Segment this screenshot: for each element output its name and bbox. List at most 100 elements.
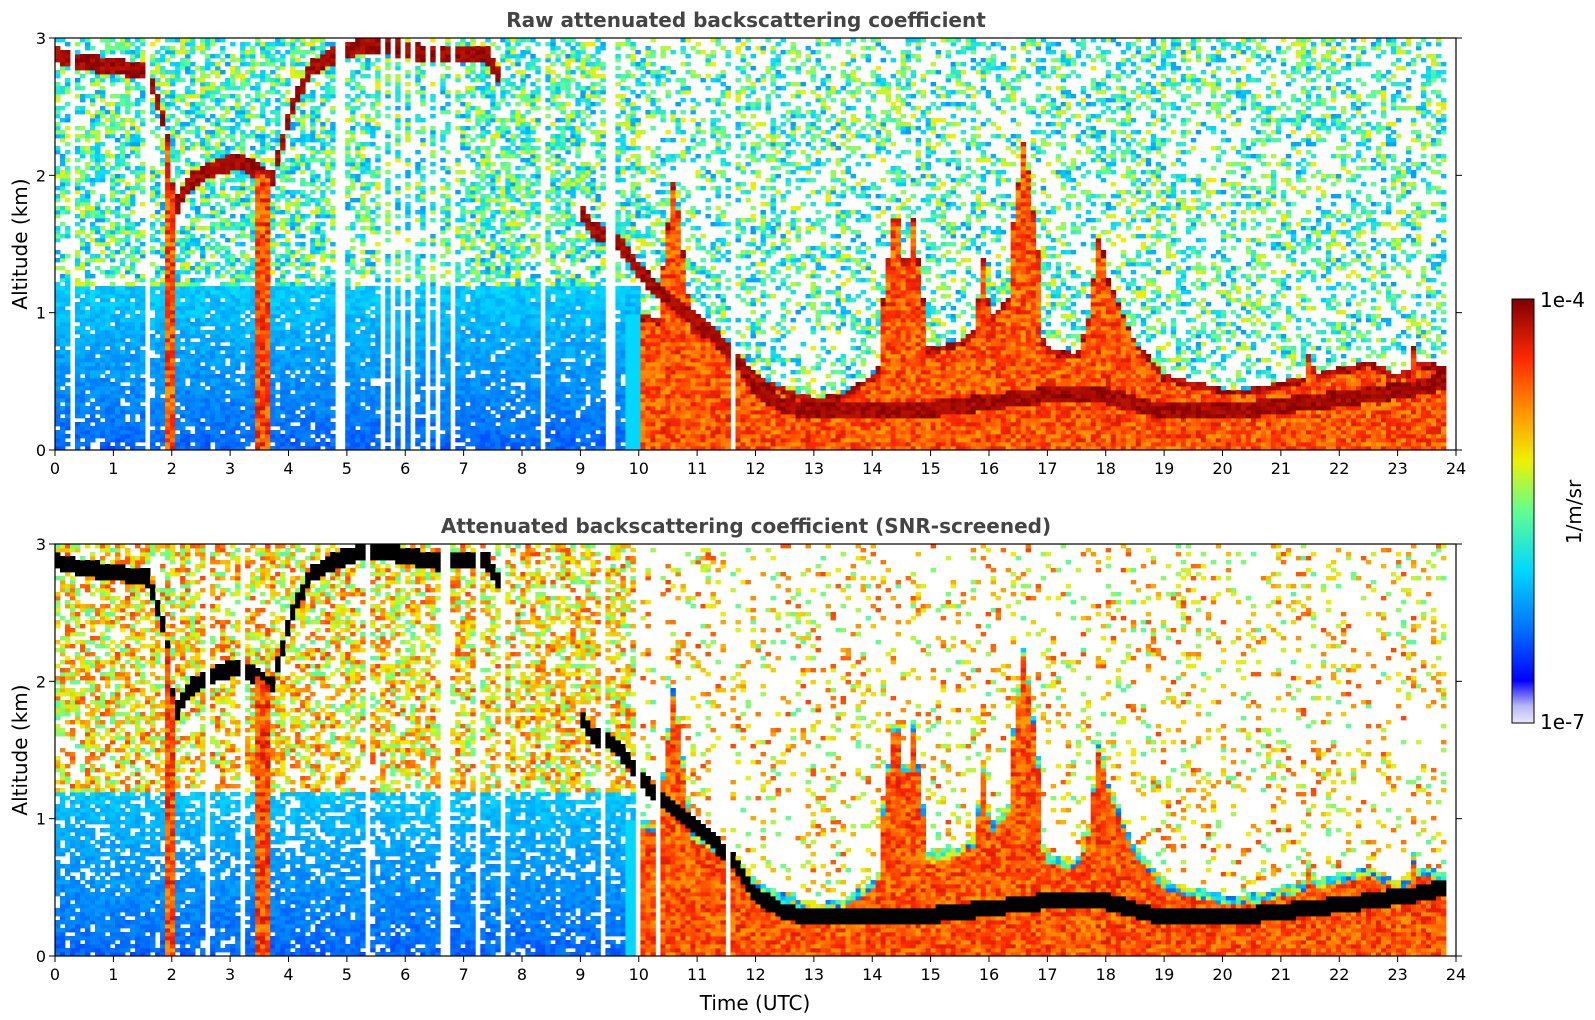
heatmap-cell xyxy=(210,362,216,367)
heatmap-cell xyxy=(260,46,266,51)
heatmap-cell xyxy=(150,370,156,375)
heatmap-cell xyxy=(280,370,286,375)
heatmap-cell xyxy=(315,290,321,295)
heatmap-cell xyxy=(250,130,256,135)
heatmap-cell xyxy=(420,118,426,123)
heatmap-cell xyxy=(75,438,81,443)
heatmap-cell xyxy=(320,350,326,355)
heatmap-cell xyxy=(120,62,126,67)
heatmap-cell xyxy=(285,218,291,223)
heatmap-cell xyxy=(60,418,66,423)
heatmap-cell xyxy=(360,394,366,399)
heatmap-cell xyxy=(60,422,66,427)
heatmap-cell xyxy=(405,58,411,63)
heatmap-cell xyxy=(85,434,91,439)
heatmap-cell xyxy=(420,426,426,431)
heatmap-cell xyxy=(95,350,101,355)
heatmap-cell xyxy=(305,342,311,347)
heatmap-cell xyxy=(310,314,316,319)
heatmap-cell xyxy=(210,90,216,95)
heatmap-cell xyxy=(265,122,271,127)
heatmap-cell xyxy=(285,262,291,267)
heatmap-cell xyxy=(205,418,211,423)
heatmap-cell xyxy=(210,226,216,231)
heatmap-cell xyxy=(225,386,231,391)
heatmap-cell xyxy=(320,302,326,307)
heatmap-cell xyxy=(420,430,426,435)
heatmap-cell xyxy=(100,378,106,383)
heatmap-cell xyxy=(240,78,246,83)
heatmap-cell xyxy=(295,390,301,395)
heatmap-cell xyxy=(315,110,321,115)
heatmap-cell xyxy=(110,114,116,119)
heatmap-cell xyxy=(310,190,316,195)
heatmap-cell xyxy=(90,354,96,359)
heatmap-cell xyxy=(280,162,286,167)
heatmap-cell xyxy=(255,330,261,335)
heatmap-cell xyxy=(160,202,166,207)
heatmap-cell xyxy=(365,158,371,163)
heatmap-cell xyxy=(230,278,236,283)
heatmap-cell xyxy=(130,250,136,255)
heatmap-cell xyxy=(275,326,281,331)
heatmap-cell xyxy=(80,410,86,415)
heatmap-cell xyxy=(395,202,401,207)
heatmap-cell xyxy=(420,370,426,375)
heatmap-cell xyxy=(225,162,231,167)
heatmap-cell xyxy=(155,362,161,367)
heatmap-cell xyxy=(120,350,126,355)
heatmap-cell xyxy=(255,342,261,347)
heatmap-cell xyxy=(295,210,301,215)
heatmap-cell xyxy=(275,338,281,343)
heatmap-cell xyxy=(90,438,96,443)
heatmap-cell xyxy=(385,134,391,139)
heatmap-cell xyxy=(345,334,351,339)
heatmap-cell xyxy=(185,422,191,427)
heatmap-cell xyxy=(415,386,421,391)
heatmap-cell xyxy=(385,294,391,299)
heatmap-cell xyxy=(180,230,186,235)
heatmap-cell xyxy=(420,334,426,339)
heatmap-cell xyxy=(385,146,391,151)
heatmap-cell xyxy=(65,414,71,419)
heatmap-cell xyxy=(130,402,136,407)
heatmap-cell xyxy=(245,330,251,335)
heatmap-cell xyxy=(65,78,71,83)
heatmap-cell xyxy=(365,130,371,135)
heatmap-cell xyxy=(430,186,436,191)
heatmap-cell xyxy=(235,86,241,91)
heatmap-cell xyxy=(255,74,261,79)
heatmap-cell xyxy=(285,438,291,443)
heatmap-cell xyxy=(235,126,241,131)
heatmap-cell xyxy=(395,434,401,439)
heatmap-cell xyxy=(230,86,236,91)
heatmap-cell xyxy=(195,210,201,215)
heatmap-cell xyxy=(165,262,171,267)
heatmap-cell xyxy=(60,222,66,227)
heatmap-cell xyxy=(125,182,131,187)
heatmap-cell xyxy=(270,406,276,411)
heatmap-cell xyxy=(110,190,116,195)
heatmap-cell xyxy=(385,258,391,263)
heatmap-cell xyxy=(330,242,336,247)
heatmap-cell xyxy=(315,374,321,379)
heatmap-cell xyxy=(320,398,326,403)
heatmap-cell xyxy=(330,358,336,363)
heatmap-cell xyxy=(430,38,436,43)
heatmap-cell xyxy=(220,406,226,411)
heatmap-cell xyxy=(60,158,66,163)
heatmap-cell xyxy=(235,294,241,299)
heatmap-cell xyxy=(120,174,126,179)
heatmap-cell xyxy=(270,70,276,75)
heatmap-cell xyxy=(100,442,106,447)
heatmap-cell xyxy=(280,378,286,383)
heatmap-cell xyxy=(330,402,336,407)
heatmap-cell xyxy=(420,58,426,63)
heatmap-cell xyxy=(430,442,436,447)
raw-heatmap xyxy=(55,38,1447,451)
heatmap-cell xyxy=(225,334,231,339)
heatmap-cell xyxy=(205,62,211,67)
heatmap-cell xyxy=(160,294,166,299)
heatmap-cell xyxy=(320,50,326,55)
heatmap-cell xyxy=(195,306,201,311)
